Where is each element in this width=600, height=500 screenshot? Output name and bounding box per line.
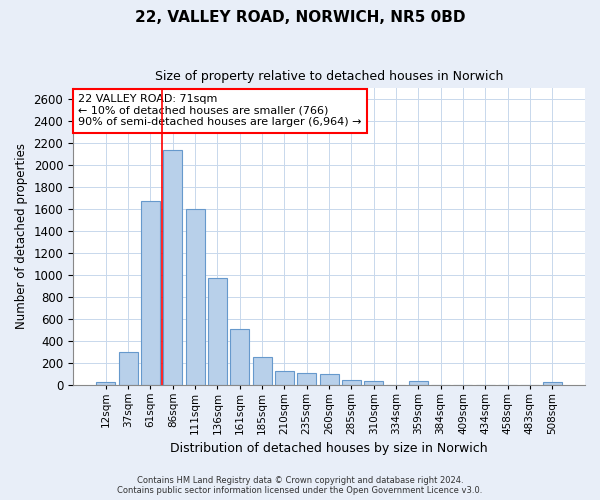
X-axis label: Distribution of detached houses by size in Norwich: Distribution of detached houses by size … <box>170 442 488 455</box>
Bar <box>364 382 383 384</box>
Title: Size of property relative to detached houses in Norwich: Size of property relative to detached ho… <box>155 70 503 83</box>
Text: 22, VALLEY ROAD, NORWICH, NR5 0BD: 22, VALLEY ROAD, NORWICH, NR5 0BD <box>135 10 465 25</box>
Bar <box>208 278 227 384</box>
Bar <box>119 352 137 384</box>
Bar <box>253 357 272 384</box>
Bar <box>297 373 316 384</box>
Text: Contains HM Land Registry data © Crown copyright and database right 2024.
Contai: Contains HM Land Registry data © Crown c… <box>118 476 482 495</box>
Bar <box>230 328 249 384</box>
Text: 22 VALLEY ROAD: 71sqm
← 10% of detached houses are smaller (766)
90% of semi-det: 22 VALLEY ROAD: 71sqm ← 10% of detached … <box>78 94 362 128</box>
Bar <box>141 202 160 384</box>
Y-axis label: Number of detached properties: Number of detached properties <box>15 144 28 330</box>
Bar <box>409 382 428 384</box>
Bar <box>185 209 205 384</box>
Bar <box>342 380 361 384</box>
Bar <box>320 374 338 384</box>
Bar <box>543 382 562 384</box>
Bar <box>163 150 182 384</box>
Bar <box>275 372 294 384</box>
Bar <box>96 382 115 384</box>
